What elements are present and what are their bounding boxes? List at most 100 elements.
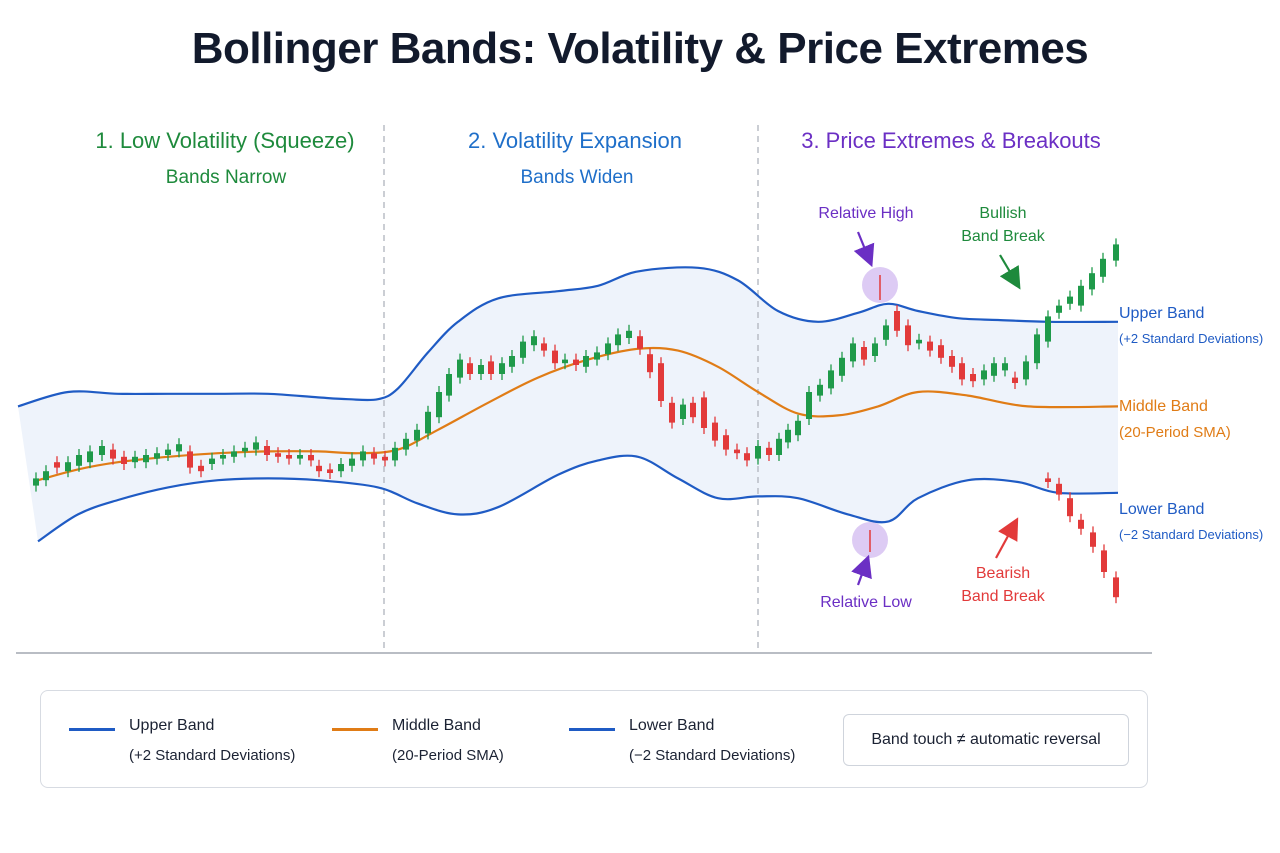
bullish-candle xyxy=(360,451,366,461)
chart-title: Bollinger Bands: Volatility & Price Extr… xyxy=(191,24,1089,73)
bearish-candle xyxy=(905,325,911,346)
bullish-candle xyxy=(1034,334,1040,364)
bullish-candle xyxy=(531,336,537,346)
lower-band-desc: (−2 Standard Deviations) xyxy=(1119,527,1263,542)
bearish-candle xyxy=(488,361,494,374)
bearish-candle xyxy=(927,341,933,351)
bearish-break-label-2: Band Break xyxy=(961,588,1046,605)
middle-band-label: Middle Band xyxy=(1119,398,1208,415)
bearish-candle xyxy=(382,456,388,461)
legend-desc: (20-Period SMA) xyxy=(392,747,504,764)
relative-high-arrow xyxy=(853,231,875,268)
bearish-candle xyxy=(1078,519,1084,529)
bullish-candle xyxy=(916,339,922,344)
middle-band-desc: (20-Period SMA) xyxy=(1119,424,1231,441)
bullish-candle xyxy=(231,451,237,457)
bearish-candle xyxy=(316,465,322,472)
bullish-candle xyxy=(457,359,463,378)
bullish-candle xyxy=(872,343,878,356)
bullish-candle xyxy=(414,429,420,441)
bearish-candle xyxy=(861,347,867,360)
bullish-candle xyxy=(43,471,49,481)
bullish-candle xyxy=(839,357,845,376)
bearish-candle xyxy=(637,336,643,349)
bullish-candle xyxy=(981,370,987,380)
phase-2-title: 2. Volatility Expansion xyxy=(468,128,682,153)
bearish-candle xyxy=(371,453,377,459)
bullish-candle xyxy=(143,455,149,463)
bullish-break-label-2: Band Break xyxy=(961,228,1046,245)
phase-2-subtitle: Bands Widen xyxy=(520,167,633,188)
bearish-break-label-1: Bearish xyxy=(976,565,1030,582)
bullish-candle xyxy=(817,384,823,396)
bullish-candle xyxy=(349,458,355,466)
relative-low-label: Relative Low xyxy=(820,594,912,611)
bullish-candle xyxy=(680,404,686,419)
bullish-candle xyxy=(33,478,39,486)
bearish-break-arrow xyxy=(995,517,1019,559)
bearish-candle xyxy=(723,435,729,450)
bullish-candle xyxy=(165,449,171,455)
bearish-candle xyxy=(1056,483,1062,495)
bullish-break-label-1: Bullish xyxy=(979,205,1026,222)
bullish-candle xyxy=(626,330,632,338)
bullish-candle xyxy=(132,456,138,463)
bullish-candle xyxy=(76,455,82,466)
bullish-candle xyxy=(1100,258,1106,277)
bullish-break-arrow xyxy=(999,254,1021,290)
bullish-candle xyxy=(392,447,398,461)
bullish-candle xyxy=(499,363,505,374)
bullish-candle xyxy=(991,363,997,376)
upper-band-desc: (+2 Standard Deviations) xyxy=(1119,331,1263,346)
bearish-candle xyxy=(1012,377,1018,383)
bearish-candle xyxy=(308,455,314,461)
bullish-candle xyxy=(1078,285,1084,306)
bearish-candle xyxy=(647,354,653,373)
bullish-candle xyxy=(605,343,611,355)
middle-band-line xyxy=(37,346,1119,482)
bullish-candle xyxy=(209,458,215,464)
bullish-candle xyxy=(297,455,303,459)
bullish-candle xyxy=(883,325,889,340)
bullish-candle xyxy=(509,356,515,367)
bearish-candle xyxy=(275,453,281,457)
bearish-candle xyxy=(187,451,193,468)
upper-band-line xyxy=(17,266,1119,408)
bullish-candle xyxy=(1113,244,1119,261)
bullish-candle xyxy=(615,334,621,346)
bearish-candle xyxy=(970,374,976,382)
bearish-candle xyxy=(658,363,664,401)
bullish-candle xyxy=(1089,273,1095,290)
legend-name: Lower Band xyxy=(629,717,715,734)
bullish-candle xyxy=(850,343,856,362)
bearish-candle xyxy=(734,449,740,454)
bullish-candle xyxy=(253,442,259,450)
legend-desc: (−2 Standard Deviations) xyxy=(629,747,796,764)
note-box: Band touch ≠ automatic reversal xyxy=(843,714,1129,766)
bullish-candle xyxy=(1067,296,1073,304)
lower-band-line xyxy=(37,454,1119,543)
relative-high-label: Relative High xyxy=(818,205,913,222)
phase-1-title: 1. Low Volatility (Squeeze) xyxy=(95,128,354,153)
bullish-candle xyxy=(436,392,442,418)
bullish-candle xyxy=(1023,361,1029,380)
bearish-candle xyxy=(121,456,127,464)
relative-low-arrow xyxy=(851,554,872,586)
bearish-candle xyxy=(1101,550,1107,572)
bullish-candle xyxy=(425,411,431,434)
bullish-candle xyxy=(478,365,484,374)
legend-name: Middle Band xyxy=(392,717,481,734)
bullish-candle xyxy=(755,446,761,459)
bullish-candle xyxy=(65,462,71,472)
bullish-candle xyxy=(154,453,160,459)
legend-desc: (+2 Standard Deviations) xyxy=(129,747,296,764)
bullish-candle xyxy=(403,438,409,450)
bullish-candle xyxy=(1056,305,1062,313)
bearish-candle xyxy=(1045,478,1051,482)
bullish-candle xyxy=(594,352,600,360)
bearish-candle xyxy=(766,447,772,455)
bearish-candle xyxy=(938,345,944,358)
bearish-candle xyxy=(327,469,333,473)
candles xyxy=(33,238,1119,604)
